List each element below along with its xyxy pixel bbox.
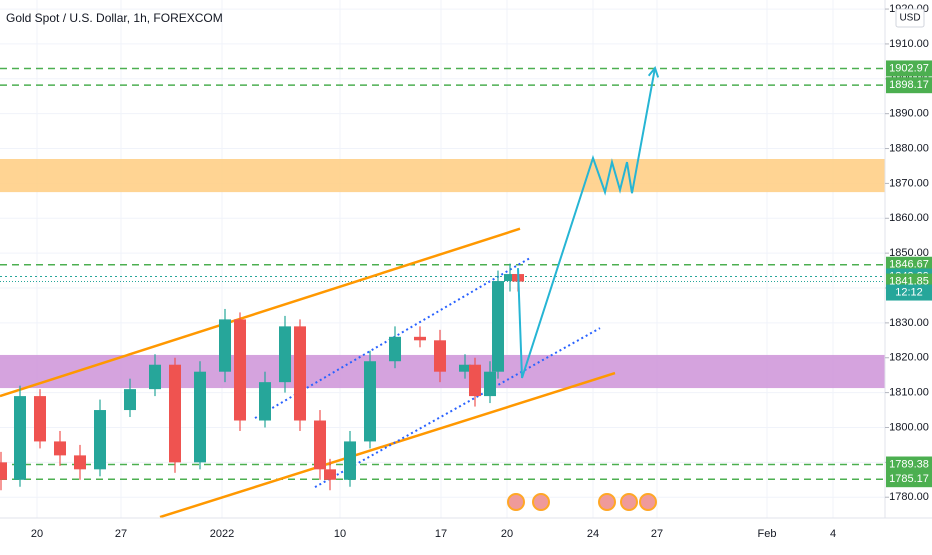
x-tick-label: 27 (651, 528, 663, 540)
level-label: 1789.38 (889, 458, 929, 470)
level-label: 1898.17 (889, 79, 929, 91)
candle-body (94, 410, 106, 470)
chart-title: Gold Spot / U.S. Dollar, 1h, FOREXCOM (6, 11, 223, 25)
x-tick-label: 17 (435, 528, 447, 540)
candle-body (219, 319, 231, 372)
y-tick-label: 1860.00 (889, 212, 929, 224)
x-tick-label: 20 (31, 528, 43, 540)
x-tick-label: 4 (830, 528, 836, 540)
y-tick-label: 1880.00 (889, 142, 929, 154)
trend-lines (0, 227, 616, 519)
candle-body (414, 336, 426, 341)
candles (0, 263, 524, 491)
zone (0, 158, 885, 193)
projection-path (517, 67, 656, 379)
event-icon[interactable] (532, 493, 550, 511)
x-tick-label: 2022 (210, 528, 234, 540)
x-tick-label: 24 (587, 528, 599, 540)
trend-line (314, 327, 601, 488)
trend-line (0, 227, 521, 398)
x-tick-label: 27 (115, 528, 127, 540)
currency-box[interactable] (895, 8, 925, 28)
y-tick-label: 1830.00 (889, 317, 929, 329)
level-label-box (886, 77, 932, 94)
event-icon[interactable] (620, 493, 638, 511)
candle-body (459, 364, 471, 372)
trend-line (159, 371, 616, 519)
candle-body (504, 274, 516, 282)
candle-body (434, 340, 446, 372)
currency: USD (899, 13, 920, 24)
level-label: 1902.97 (889, 62, 929, 74)
y-tick-label: 1820.00 (889, 352, 929, 364)
projection-arrowhead (647, 65, 660, 78)
candle-body (259, 382, 271, 421)
grid (0, 0, 885, 518)
levels (0, 67, 885, 480)
countdown-box (886, 284, 932, 301)
event-icons (507, 493, 657, 511)
x-tick-label: Feb (758, 528, 777, 540)
candle-body (169, 364, 181, 463)
candle-body (314, 420, 326, 470)
candle-body (74, 455, 86, 470)
candle-body (279, 326, 291, 383)
level-label-box (886, 60, 932, 77)
candle-body (364, 361, 376, 442)
level-label: 1846.67 (889, 259, 929, 271)
candle-body (344, 441, 356, 480)
candle-body (389, 336, 401, 362)
y-tick-label: 1800.00 (889, 421, 929, 433)
candle-body (484, 371, 496, 397)
candle-body (14, 396, 26, 480)
event-icon[interactable] (639, 493, 657, 511)
y-tick-label: 1910.00 (889, 38, 929, 50)
trend-line (254, 257, 531, 419)
candle-body (194, 371, 206, 463)
candle-body (469, 364, 481, 397)
x-tick-label: 10 (334, 528, 346, 540)
projection (517, 65, 660, 379)
candle-body (34, 396, 46, 442)
candle-body (149, 364, 161, 390)
countdown: 12:12 (895, 286, 923, 298)
candle-body (492, 281, 504, 372)
y-tick-label: 1850.00 (889, 247, 929, 259)
last-price-label: 1841.85 (889, 275, 929, 287)
level-label: 1785.17 (889, 473, 929, 485)
candle-body (124, 389, 136, 411)
y-tick-label: 1890.00 (889, 108, 929, 120)
y-tick-label: 1780.00 (889, 491, 929, 503)
candle-body (0, 462, 7, 480)
level-label-box (886, 471, 932, 488)
event-icon[interactable] (507, 493, 525, 511)
axis-labels: 1780.001790.001800.001810.001820.001830.… (31, 3, 932, 540)
level-label-box (886, 456, 932, 473)
candle-body (54, 441, 66, 456)
x-tick-label: 20 (501, 528, 513, 540)
y-tick-label: 1870.00 (889, 177, 929, 189)
event-icon[interactable] (598, 493, 616, 511)
candle-body (234, 319, 246, 421)
y-tick-label: 1810.00 (889, 387, 929, 399)
candle-body (324, 469, 336, 480)
candle-body (294, 326, 306, 421)
time-axis (0, 518, 932, 550)
